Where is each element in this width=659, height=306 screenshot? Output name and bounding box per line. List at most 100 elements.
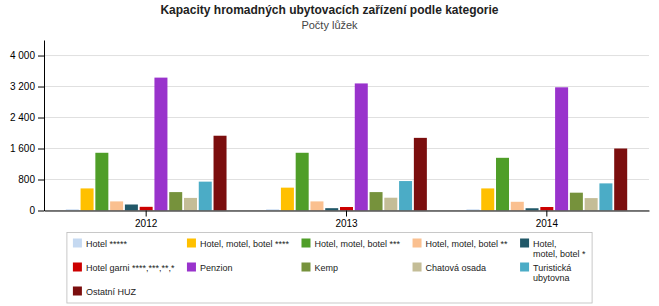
- legend-swatch: [73, 239, 82, 248]
- legend-label-line: Penzion: [200, 263, 233, 273]
- legend-label: Penzion: [200, 263, 233, 273]
- legend-label: Hotel,motel, botel *: [533, 239, 586, 260]
- legend-label-line: Chatová osada: [426, 263, 487, 273]
- chart: Kapacity hromadných ubytovacích zařízení…: [0, 0, 659, 306]
- legend-label-line: ubytovna: [533, 273, 570, 283]
- title: Kapacity hromadných ubytovacích zařízení…: [160, 3, 498, 17]
- legend-label: Hotel, motel, botel **: [426, 239, 509, 249]
- x-axis: 2012 2013 2014: [45, 211, 650, 229]
- bar: [466, 209, 479, 210]
- bar: [66, 209, 79, 210]
- legend-item: Hotel *****: [73, 239, 128, 249]
- tick-mark: [38, 56, 44, 57]
- tick-label: 2012: [135, 218, 158, 229]
- y-tick: 3 200: [10, 81, 44, 92]
- legend-label-line: Hotel,: [533, 239, 557, 249]
- legend-swatch: [520, 263, 529, 272]
- bar: [585, 198, 598, 210]
- legend-label-line: Hotel garni ****,***,**,*: [86, 263, 175, 273]
- bar: [355, 83, 368, 210]
- tick-mark: [38, 149, 44, 150]
- y-tick: 2 400: [10, 112, 44, 123]
- legend-label: Ostatní HUZ: [86, 287, 137, 297]
- bar: [110, 201, 123, 210]
- bar: [125, 204, 138, 210]
- bar: [325, 208, 338, 210]
- legend-label-line: Kemp: [314, 263, 338, 273]
- tick-mark: [146, 211, 147, 217]
- tick-label: 2014: [536, 218, 559, 229]
- bar: [526, 208, 539, 210]
- legend-item: Hotel, motel, botel ****: [187, 239, 290, 249]
- legend: Hotel ***** Hotel, motel, botel **** Hotel…: [67, 233, 592, 304]
- bar: [140, 207, 153, 211]
- axis-line: [44, 41, 45, 212]
- bar: [266, 209, 279, 210]
- legend-label-line: Hotel, motel, botel ****: [200, 239, 290, 249]
- legend-label: Hotel garni ****,***,**,*: [86, 263, 175, 273]
- legend-swatch: [187, 263, 196, 272]
- bar: [414, 138, 427, 211]
- legend-item: Hotel,motel, botel *: [520, 239, 586, 260]
- legend-item: Kemp: [301, 263, 338, 273]
- bar: [184, 198, 197, 211]
- legend-label: Kemp: [314, 263, 338, 273]
- subtitle: Počty lůžek: [301, 19, 358, 31]
- tick-label: 800: [18, 174, 35, 185]
- bar: [496, 158, 509, 211]
- bar: [81, 188, 94, 210]
- legend-swatch: [73, 287, 82, 296]
- bar: [370, 192, 383, 210]
- bar: [169, 192, 182, 210]
- bar: [599, 183, 612, 210]
- tick-mark: [38, 211, 44, 212]
- tick-label: 0: [29, 205, 35, 216]
- legend-label: Turistickáubytovna: [533, 263, 571, 284]
- legend-item: Ostatní HUZ: [73, 287, 137, 297]
- bar: [95, 153, 108, 211]
- tick-mark: [38, 118, 44, 119]
- grid-line: [44, 55, 649, 56]
- bar: [481, 188, 494, 210]
- legend-item: Turistickáubytovna: [520, 263, 571, 284]
- legend-label-line: Turistická: [533, 263, 571, 273]
- legend-swatch: [413, 239, 422, 248]
- bar: [296, 153, 309, 211]
- legend-swatch: [187, 239, 196, 248]
- legend-swatch: [73, 263, 82, 272]
- legend-label-line: Hotel *****: [86, 239, 128, 249]
- tick-label: 2013: [335, 218, 358, 229]
- legend-label-line: Ostatní HUZ: [86, 287, 137, 297]
- bars: [66, 78, 627, 211]
- legend-label: Hotel, motel, botel ***: [314, 239, 400, 249]
- bar: [511, 202, 524, 211]
- tick-mark: [346, 211, 347, 217]
- grid: [44, 56, 649, 211]
- legend-label-line: motel, botel *: [533, 249, 586, 259]
- grid-line: [44, 86, 649, 87]
- tick-mark: [38, 87, 44, 88]
- legend-item: Hotel garni ****,***,**,*: [73, 263, 175, 273]
- tick-mark: [546, 211, 547, 217]
- bar: [570, 193, 583, 211]
- bar: [281, 188, 294, 211]
- bar-group: [466, 87, 627, 210]
- bar: [555, 87, 568, 210]
- tick-label: 4 000: [10, 50, 35, 61]
- legend-swatch: [520, 239, 529, 248]
- bar: [310, 201, 323, 210]
- legend-item: Chatová osada: [413, 263, 487, 273]
- bar: [614, 149, 627, 211]
- legend-label: Hotel, motel, botel ****: [200, 239, 290, 249]
- bar: [154, 78, 167, 211]
- y-tick: 1 600: [10, 143, 44, 154]
- legend-frame: [67, 233, 592, 304]
- bar: [399, 181, 412, 210]
- bar: [540, 207, 553, 210]
- bar: [199, 182, 212, 211]
- y-axis: 0 800 1 600 2 400 3 200 4 000: [10, 41, 45, 217]
- legend-item: Penzion: [187, 263, 233, 273]
- legend-swatch: [413, 263, 422, 272]
- y-tick: 800: [18, 174, 44, 185]
- x-tick: 2014: [536, 211, 559, 229]
